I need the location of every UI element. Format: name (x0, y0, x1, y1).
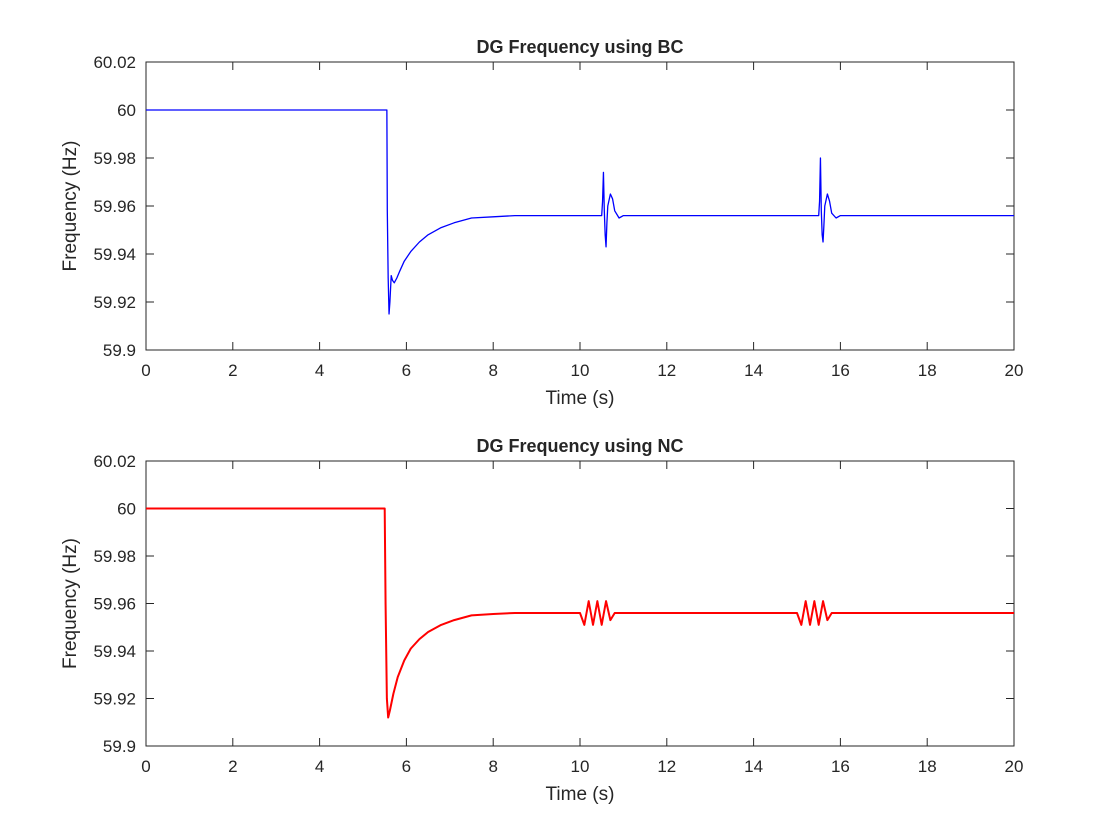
x-tick-label: 12 (657, 757, 676, 776)
chart-1: 0 2 4 6 8 10 12 14 16 18 20 59.9 59.92 59.94 59.96 59.9… (60, 37, 1023, 409)
x-tick-label: 20 (1005, 757, 1024, 776)
x-tick-label: 18 (918, 361, 937, 380)
x-axis-label: Time (s) (546, 388, 615, 409)
x-tick-label: 12 (657, 361, 676, 380)
chart-title: DG Frequency using BC (476, 37, 683, 57)
plot-area (145, 61, 1015, 351)
x-tick-label: 0 (141, 361, 150, 380)
x-tick-label: 14 (744, 757, 763, 776)
x-tick-label: 4 (315, 757, 324, 776)
x-tick-label: 18 (918, 757, 937, 776)
series-line-1 (146, 507, 1014, 719)
chart-title: DG Frequency using NC (476, 436, 683, 456)
y-tick-label: 59.9 (103, 341, 136, 360)
y-tick-label: 59.9 (103, 737, 136, 756)
y-tick-label: 60 (117, 101, 136, 120)
y-tick-label: 60.02 (93, 452, 136, 471)
series-line-1 (146, 109, 1014, 315)
x-tick-label: 16 (831, 361, 850, 380)
x-tick-label: 2 (228, 757, 237, 776)
x-tick-label: 8 (488, 757, 497, 776)
y-tick-label: 59.94 (93, 642, 136, 661)
y-tick-label: 60.02 (93, 53, 136, 72)
x-tick-label: 6 (402, 361, 411, 380)
y-tick-label: 59.96 (93, 595, 136, 614)
y-axis-label: Frequency (Hz) (60, 141, 81, 272)
x-tick-label: 16 (831, 757, 850, 776)
plot-area (145, 460, 1015, 747)
y-tick-label: 59.92 (93, 293, 136, 312)
x-tick-label: 8 (488, 361, 497, 380)
x-tick-label: 10 (571, 361, 590, 380)
chart-2: 0 2 4 6 8 10 12 14 16 18 20 59.9 59.92 59.94 59.96 59.9… (60, 436, 1023, 805)
y-tick-label: 59.96 (93, 197, 136, 216)
x-tick-label: 20 (1005, 361, 1024, 380)
x-tick-label: 0 (141, 757, 150, 776)
y-axis-label: Frequency (Hz) (60, 538, 81, 669)
y-tick-label: 59.94 (93, 245, 136, 264)
x-tick-label: 2 (228, 361, 237, 380)
y-tick-label: 59.98 (93, 547, 136, 566)
x-tick-label: 14 (744, 361, 763, 380)
x-axis-label: Time (s) (546, 784, 615, 805)
x-tick-label: 10 (571, 757, 590, 776)
x-tick-label: 6 (402, 757, 411, 776)
y-tick-label: 59.92 (93, 690, 136, 709)
y-tick-label: 60 (117, 500, 136, 519)
x-tick-label: 4 (315, 361, 324, 380)
y-tick-label: 59.98 (93, 149, 136, 168)
